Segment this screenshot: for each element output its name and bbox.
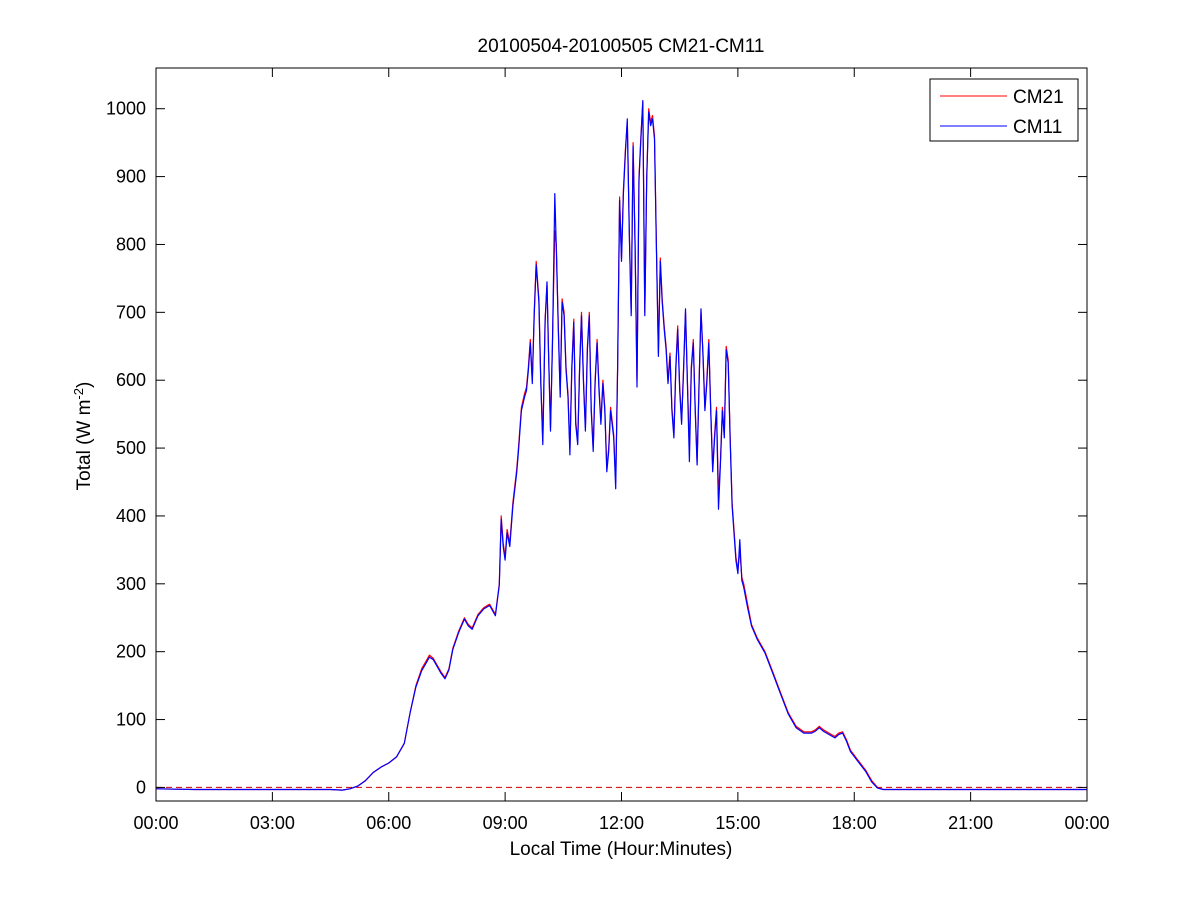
series-line-cm11 [155,100,1087,791]
y-tick-label: 700 [116,302,146,322]
x-tick-label: 18:00 [832,813,877,833]
legend-box [929,78,1079,142]
x-tick-label: 06:00 [366,813,411,833]
legend: CM21 CM11 [929,78,1079,142]
x-tick-label: 00:00 [1064,813,1109,833]
series-group [155,100,1087,791]
y-tick-label: 500 [116,438,146,458]
chart-title: 20100504-20100505 CM21-CM11 [478,36,765,57]
x-tick-label: 15:00 [715,813,760,833]
x-tick-label: 12:00 [599,813,644,833]
y-tick-label: 300 [116,574,146,594]
y-tick-label: 600 [116,370,146,390]
y-axis-label-suffix: ) [74,382,95,388]
y-tick-label: 0 [136,777,146,797]
plot-area [156,68,1087,801]
legend-label-cm21: CM21 [1013,87,1064,108]
x-axis-label: Local Time (Hour:Minutes) [510,839,733,860]
x-tick-label: 03:00 [250,813,295,833]
plot-border [155,67,1088,802]
y-axis-label: Total (W m-2) [71,382,96,491]
y-tick-label: 900 [116,167,146,187]
x-tick-label: 09:00 [483,813,528,833]
y-axis-label-main: Total (W m [74,400,95,491]
x-tick-label: 00:00 [133,813,178,833]
y-axis-label-exponent: -2 [71,388,86,400]
y-tick-labels: 0 100 200 300 400 500 600 700 800 900 1000 [106,99,146,798]
x-tick-label: 21:00 [948,813,993,833]
y-tick-label: 800 [116,234,146,254]
y-tick-label: 1000 [106,99,146,119]
x-tick-labels: 00:00 03:00 06:00 09:00 12:00 15:00 18:00 21:00… [133,813,1109,833]
legend-label-cm11: CM11 [1013,117,1062,138]
y-tick-label: 100 [116,710,146,730]
y-tick-label: 200 [116,642,146,662]
y-tick-label: 400 [116,506,146,526]
